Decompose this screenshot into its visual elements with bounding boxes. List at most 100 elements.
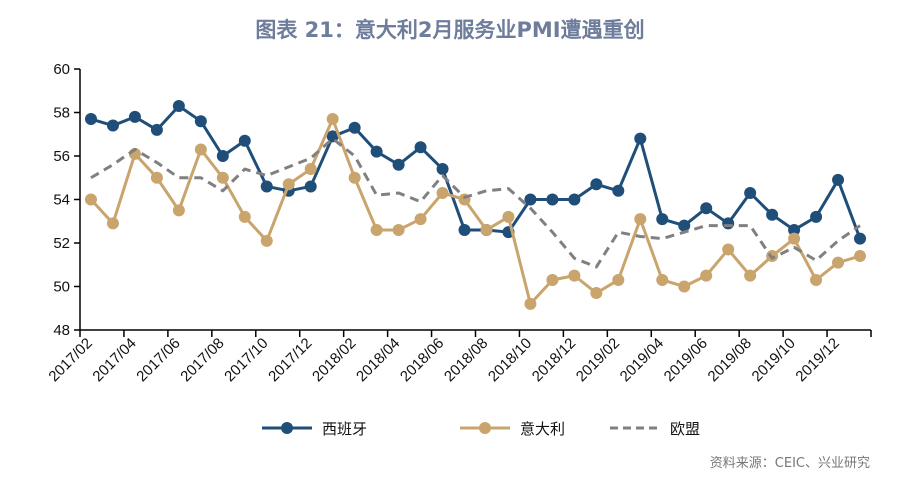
y-tick-label: 60 xyxy=(53,61,70,78)
data-point xyxy=(832,173,845,186)
data-point xyxy=(568,269,581,282)
data-point xyxy=(722,243,735,256)
data-point xyxy=(106,119,119,132)
y-tick-label: 54 xyxy=(53,192,70,209)
legend-label: 欧盟 xyxy=(670,420,700,438)
data-point xyxy=(370,223,383,236)
data-point xyxy=(810,273,823,286)
data-point xyxy=(414,213,427,226)
data-point xyxy=(84,113,97,126)
data-point xyxy=(832,256,845,269)
series-line-西班牙 xyxy=(90,104,862,240)
data-point xyxy=(854,232,867,245)
data-point xyxy=(568,193,581,206)
data-point xyxy=(722,217,735,230)
data-point xyxy=(524,193,537,206)
x-tick-label: 2019/12 xyxy=(792,335,842,385)
x-tick-label: 2019/08 xyxy=(705,335,755,385)
x-tick-label: 2018/02 xyxy=(309,335,359,385)
x-tick-label: 2017/12 xyxy=(265,335,315,385)
data-point xyxy=(282,178,295,191)
legend-marker xyxy=(479,422,491,434)
data-point xyxy=(524,297,537,310)
data-point xyxy=(172,204,185,217)
x-tick-label: 2019/02 xyxy=(573,335,623,385)
data-point xyxy=(502,210,515,223)
y-tick-label: 58 xyxy=(53,105,70,122)
data-point xyxy=(128,110,141,123)
data-point xyxy=(238,210,251,223)
data-point xyxy=(810,210,823,223)
x-tick-label: 2017/04 xyxy=(89,335,139,385)
data-point xyxy=(194,115,207,128)
y-tick-label: 48 xyxy=(53,322,70,339)
legend-label: 意大利 xyxy=(520,420,565,438)
data-point xyxy=(84,193,97,206)
data-point xyxy=(480,223,493,236)
data-point xyxy=(458,223,471,236)
data-point xyxy=(150,123,163,136)
data-point xyxy=(392,223,405,236)
data-point xyxy=(590,287,603,300)
data-point xyxy=(634,132,647,145)
y-tick-label: 56 xyxy=(53,148,70,165)
data-point xyxy=(348,171,361,184)
data-point xyxy=(370,145,383,158)
x-tick-label: 2017/10 xyxy=(221,335,271,385)
source-note: 资料来源：CEIC、兴业研究 xyxy=(709,456,870,471)
data-point xyxy=(546,273,559,286)
y-tick-label: 52 xyxy=(53,235,70,252)
data-point xyxy=(348,121,361,134)
x-tick-label: 2018/08 xyxy=(441,335,491,385)
x-tick-label: 2019/04 xyxy=(617,335,667,385)
data-point xyxy=(436,163,449,176)
data-point xyxy=(150,171,163,184)
chart-title: 图表 21：意大利2月服务业PMI遭遇重创 xyxy=(255,18,645,42)
data-point xyxy=(854,250,867,263)
data-point xyxy=(612,273,625,286)
data-point xyxy=(238,134,251,147)
x-tick-label: 2017/02 xyxy=(45,335,95,385)
data-point xyxy=(766,208,779,221)
data-point xyxy=(436,186,449,199)
data-point xyxy=(260,180,273,193)
data-point xyxy=(700,202,713,215)
x-tick-label: 2018/12 xyxy=(529,335,579,385)
data-point xyxy=(744,186,757,199)
data-point xyxy=(546,193,559,206)
x-tick-label: 2019/06 xyxy=(661,335,711,385)
data-point xyxy=(700,269,713,282)
data-point xyxy=(678,280,691,293)
data-point xyxy=(744,269,757,282)
data-point xyxy=(656,273,669,286)
x-tick-label: 2018/04 xyxy=(353,335,403,385)
legend-marker xyxy=(281,422,293,434)
data-point xyxy=(326,113,339,126)
x-tick-label: 2017/08 xyxy=(177,335,227,385)
data-point xyxy=(656,213,669,226)
legend-label: 西班牙 xyxy=(322,420,367,438)
data-point xyxy=(172,99,185,112)
x-tick-label: 2018/10 xyxy=(485,335,535,385)
data-point xyxy=(194,143,207,156)
data-point xyxy=(590,178,603,191)
data-point xyxy=(304,163,317,176)
x-tick-label: 2018/06 xyxy=(397,335,447,385)
x-tick-label: 2017/06 xyxy=(133,335,183,385)
data-point xyxy=(260,234,273,247)
data-point xyxy=(788,232,801,245)
data-point xyxy=(612,184,625,197)
y-tick-label: 50 xyxy=(53,279,70,296)
data-point xyxy=(634,213,647,226)
data-point xyxy=(414,141,427,154)
series-line-欧盟 xyxy=(90,137,861,269)
data-point xyxy=(392,158,405,171)
data-point xyxy=(304,180,317,193)
data-point xyxy=(216,150,229,162)
data-point xyxy=(788,223,801,236)
data-point xyxy=(678,219,691,232)
x-tick-label: 2019/10 xyxy=(749,335,799,385)
data-point xyxy=(106,217,119,230)
